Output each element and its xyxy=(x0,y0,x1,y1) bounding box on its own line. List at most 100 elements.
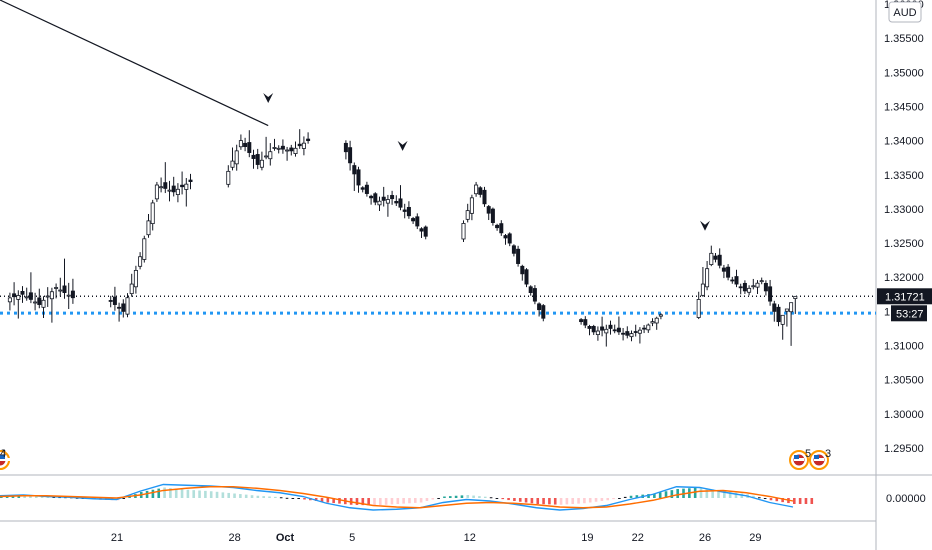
candle-body xyxy=(188,179,193,183)
trendline-line[interactable] xyxy=(0,0,269,127)
candle-body xyxy=(377,200,382,206)
candle-body xyxy=(108,300,113,302)
candle-body xyxy=(352,165,357,175)
candle-body xyxy=(780,314,785,325)
candle-body xyxy=(583,319,588,326)
price-tick-label: 1.35000 xyxy=(884,67,924,79)
candle-body xyxy=(255,154,260,165)
macd-histogram-bar xyxy=(758,497,761,499)
candle-body xyxy=(742,282,747,292)
macd-histogram-bar xyxy=(798,498,802,504)
macd-histogram-bar xyxy=(256,495,260,498)
macd-histogram-bar xyxy=(658,492,662,498)
candle-body xyxy=(646,324,651,331)
candle-body xyxy=(738,286,743,289)
macd-histogram-bar xyxy=(209,491,213,498)
macd-histogram-bar xyxy=(699,487,703,498)
event-flag-icon[interactable]: 5 xyxy=(789,448,811,470)
candle-body xyxy=(499,223,504,234)
flag-stripe xyxy=(814,458,824,461)
flag-canton xyxy=(0,455,5,459)
candle-body xyxy=(348,147,353,164)
macd-histogram-bar xyxy=(728,492,732,498)
candle-body xyxy=(419,228,424,232)
candle-body xyxy=(595,330,600,336)
macd-histogram-bar xyxy=(23,495,26,498)
trendline-drawing[interactable] xyxy=(0,0,269,127)
macd-histogram-bar xyxy=(157,488,161,498)
event-flag-icon[interactable]: 3 xyxy=(809,448,831,470)
macd-histogram-bar xyxy=(769,498,773,501)
candle-body xyxy=(129,283,134,295)
candle-body xyxy=(793,295,798,299)
time-tick-label: 29 xyxy=(749,532,761,544)
economic-event-markers[interactable]: 5324 xyxy=(0,448,831,470)
candle-body xyxy=(125,297,130,315)
candle-body xyxy=(41,299,46,308)
candle-body xyxy=(700,283,705,296)
svg-text:53:27: 53:27 xyxy=(896,308,924,320)
macd-histogram-bar xyxy=(443,496,446,498)
macd-histogram-bar xyxy=(478,496,481,498)
candle-body xyxy=(58,289,63,292)
candle-body xyxy=(633,331,638,333)
candle-body xyxy=(247,142,252,153)
candle-body xyxy=(759,280,764,283)
flag-stripe xyxy=(0,458,10,461)
candle-body xyxy=(184,183,189,190)
macd-histogram-bar xyxy=(740,493,744,498)
macd-histogram-bar xyxy=(297,498,300,499)
price-tick-label: 1.30500 xyxy=(884,375,924,387)
candle-body xyxy=(268,151,273,160)
macd-histogram-bar xyxy=(460,495,464,498)
macd-histogram-bar xyxy=(431,498,435,500)
macd-histogram-bar xyxy=(419,498,423,503)
macd-histogram-bar xyxy=(326,498,330,503)
macd-histogram-bar xyxy=(711,489,714,498)
price-tick-label: 1.33500 xyxy=(884,170,924,182)
macd-histogram-bar xyxy=(46,496,50,498)
macd-histogram-bar xyxy=(623,496,627,498)
candle-body xyxy=(621,332,626,335)
candle-body xyxy=(180,184,185,188)
candle-body xyxy=(343,142,348,153)
price-tick-label: 1.34500 xyxy=(884,101,924,113)
macd-histogram-bar xyxy=(542,498,545,505)
time-tick-label: 22 xyxy=(632,532,644,544)
candle-body xyxy=(490,208,495,223)
currency-button[interactable]: AUD xyxy=(888,1,922,23)
candle-body xyxy=(364,184,369,194)
time-axis[interactable]: 21 28 Oct 5 12 19 22 26 29 xyxy=(111,532,762,544)
candle-body xyxy=(730,279,735,282)
macd-histogram-bar xyxy=(734,492,738,498)
macd-indicator-pane[interactable] xyxy=(0,483,814,511)
macd-histogram-bar xyxy=(186,489,190,498)
candle-body xyxy=(507,233,512,244)
swing-high-markers xyxy=(263,93,710,231)
candle-body xyxy=(541,305,546,319)
macd-histogram-bar xyxy=(670,490,674,498)
macd-histogram-bar xyxy=(763,498,767,499)
candle-body xyxy=(637,329,642,334)
macd-histogram-bar xyxy=(804,498,808,504)
macd-histogram-bar xyxy=(483,496,487,498)
last-price-tag: 1.31721 xyxy=(877,288,932,305)
macd-histogram-bar xyxy=(775,498,779,502)
candle-body xyxy=(49,291,54,300)
candle-body xyxy=(121,303,126,312)
macd-histogram-bar xyxy=(524,498,528,503)
candle-body xyxy=(230,160,235,168)
candle-body xyxy=(356,169,361,186)
macd-histogram-bar xyxy=(373,498,376,506)
price-axis[interactable]: 1.360001.355001.350001.345001.340001.335… xyxy=(884,0,924,455)
event-flag-icon[interactable]: 4 xyxy=(0,448,10,470)
price-tick-label: 1.35500 xyxy=(884,33,924,45)
macd-histogram-bar xyxy=(204,490,207,498)
macd-histogram-bar xyxy=(29,496,32,498)
candle-body xyxy=(150,202,155,225)
macd-histogram-bar xyxy=(34,496,38,498)
macd-histogram-bar xyxy=(379,498,382,506)
macd-histogram-bar xyxy=(233,493,236,498)
candle-body xyxy=(616,327,621,333)
